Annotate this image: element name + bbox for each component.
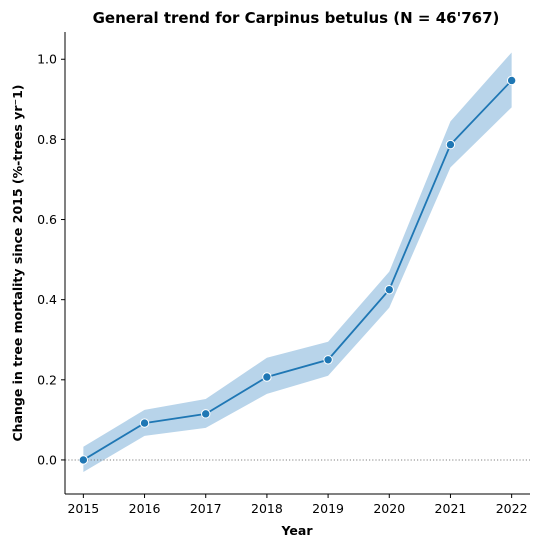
- y-tick-label: 0.8: [37, 132, 57, 147]
- y-tick-label: 0.0: [37, 452, 57, 467]
- y-tick-label: 0.2: [37, 372, 57, 387]
- x-tick-label: 2015: [67, 501, 99, 516]
- chart-title: General trend for Carpinus betulus (N = …: [93, 9, 500, 27]
- data-point-2018: [262, 372, 272, 382]
- data-point-2020: [384, 284, 394, 295]
- data-point-2016: [139, 418, 150, 428]
- x-tick-label: 2016: [129, 501, 161, 516]
- data-point-2015: [78, 455, 89, 465]
- plot-area: [65, 52, 530, 472]
- x-tick-label: 2017: [190, 501, 222, 516]
- data-point-2021: [445, 139, 456, 150]
- y-tick-label: 0.6: [37, 212, 57, 227]
- x-tick-label: 2019: [312, 501, 344, 516]
- series-line: [82, 79, 513, 461]
- y-axis-label: Change in tree mortality since 2015 (%-t…: [10, 84, 25, 441]
- x-axis-label: Year: [281, 523, 314, 538]
- data-point-2022: [506, 75, 517, 86]
- data-points-layer: [78, 75, 517, 465]
- x-tick-label: 2022: [496, 501, 528, 516]
- series-line-layer: [82, 79, 513, 461]
- x-tick-label: 2021: [435, 501, 467, 516]
- x-axis-ticks: 2015 2016 2017 2018 2019 2020 2021 2022: [67, 494, 528, 516]
- x-tick-label: 2020: [373, 501, 405, 516]
- confidence-band: [83, 52, 512, 472]
- y-tick-label: 1.0: [37, 52, 57, 67]
- x-tick-label: 2018: [251, 501, 283, 516]
- confidence-band-layer: [83, 52, 512, 472]
- data-point-2019: [323, 355, 333, 365]
- y-tick-label: 0.4: [37, 292, 57, 307]
- y-axis-ticks: 0.0 0.2 0.4 0.6 0.8 1.0: [37, 52, 65, 467]
- data-point-2017: [201, 409, 211, 419]
